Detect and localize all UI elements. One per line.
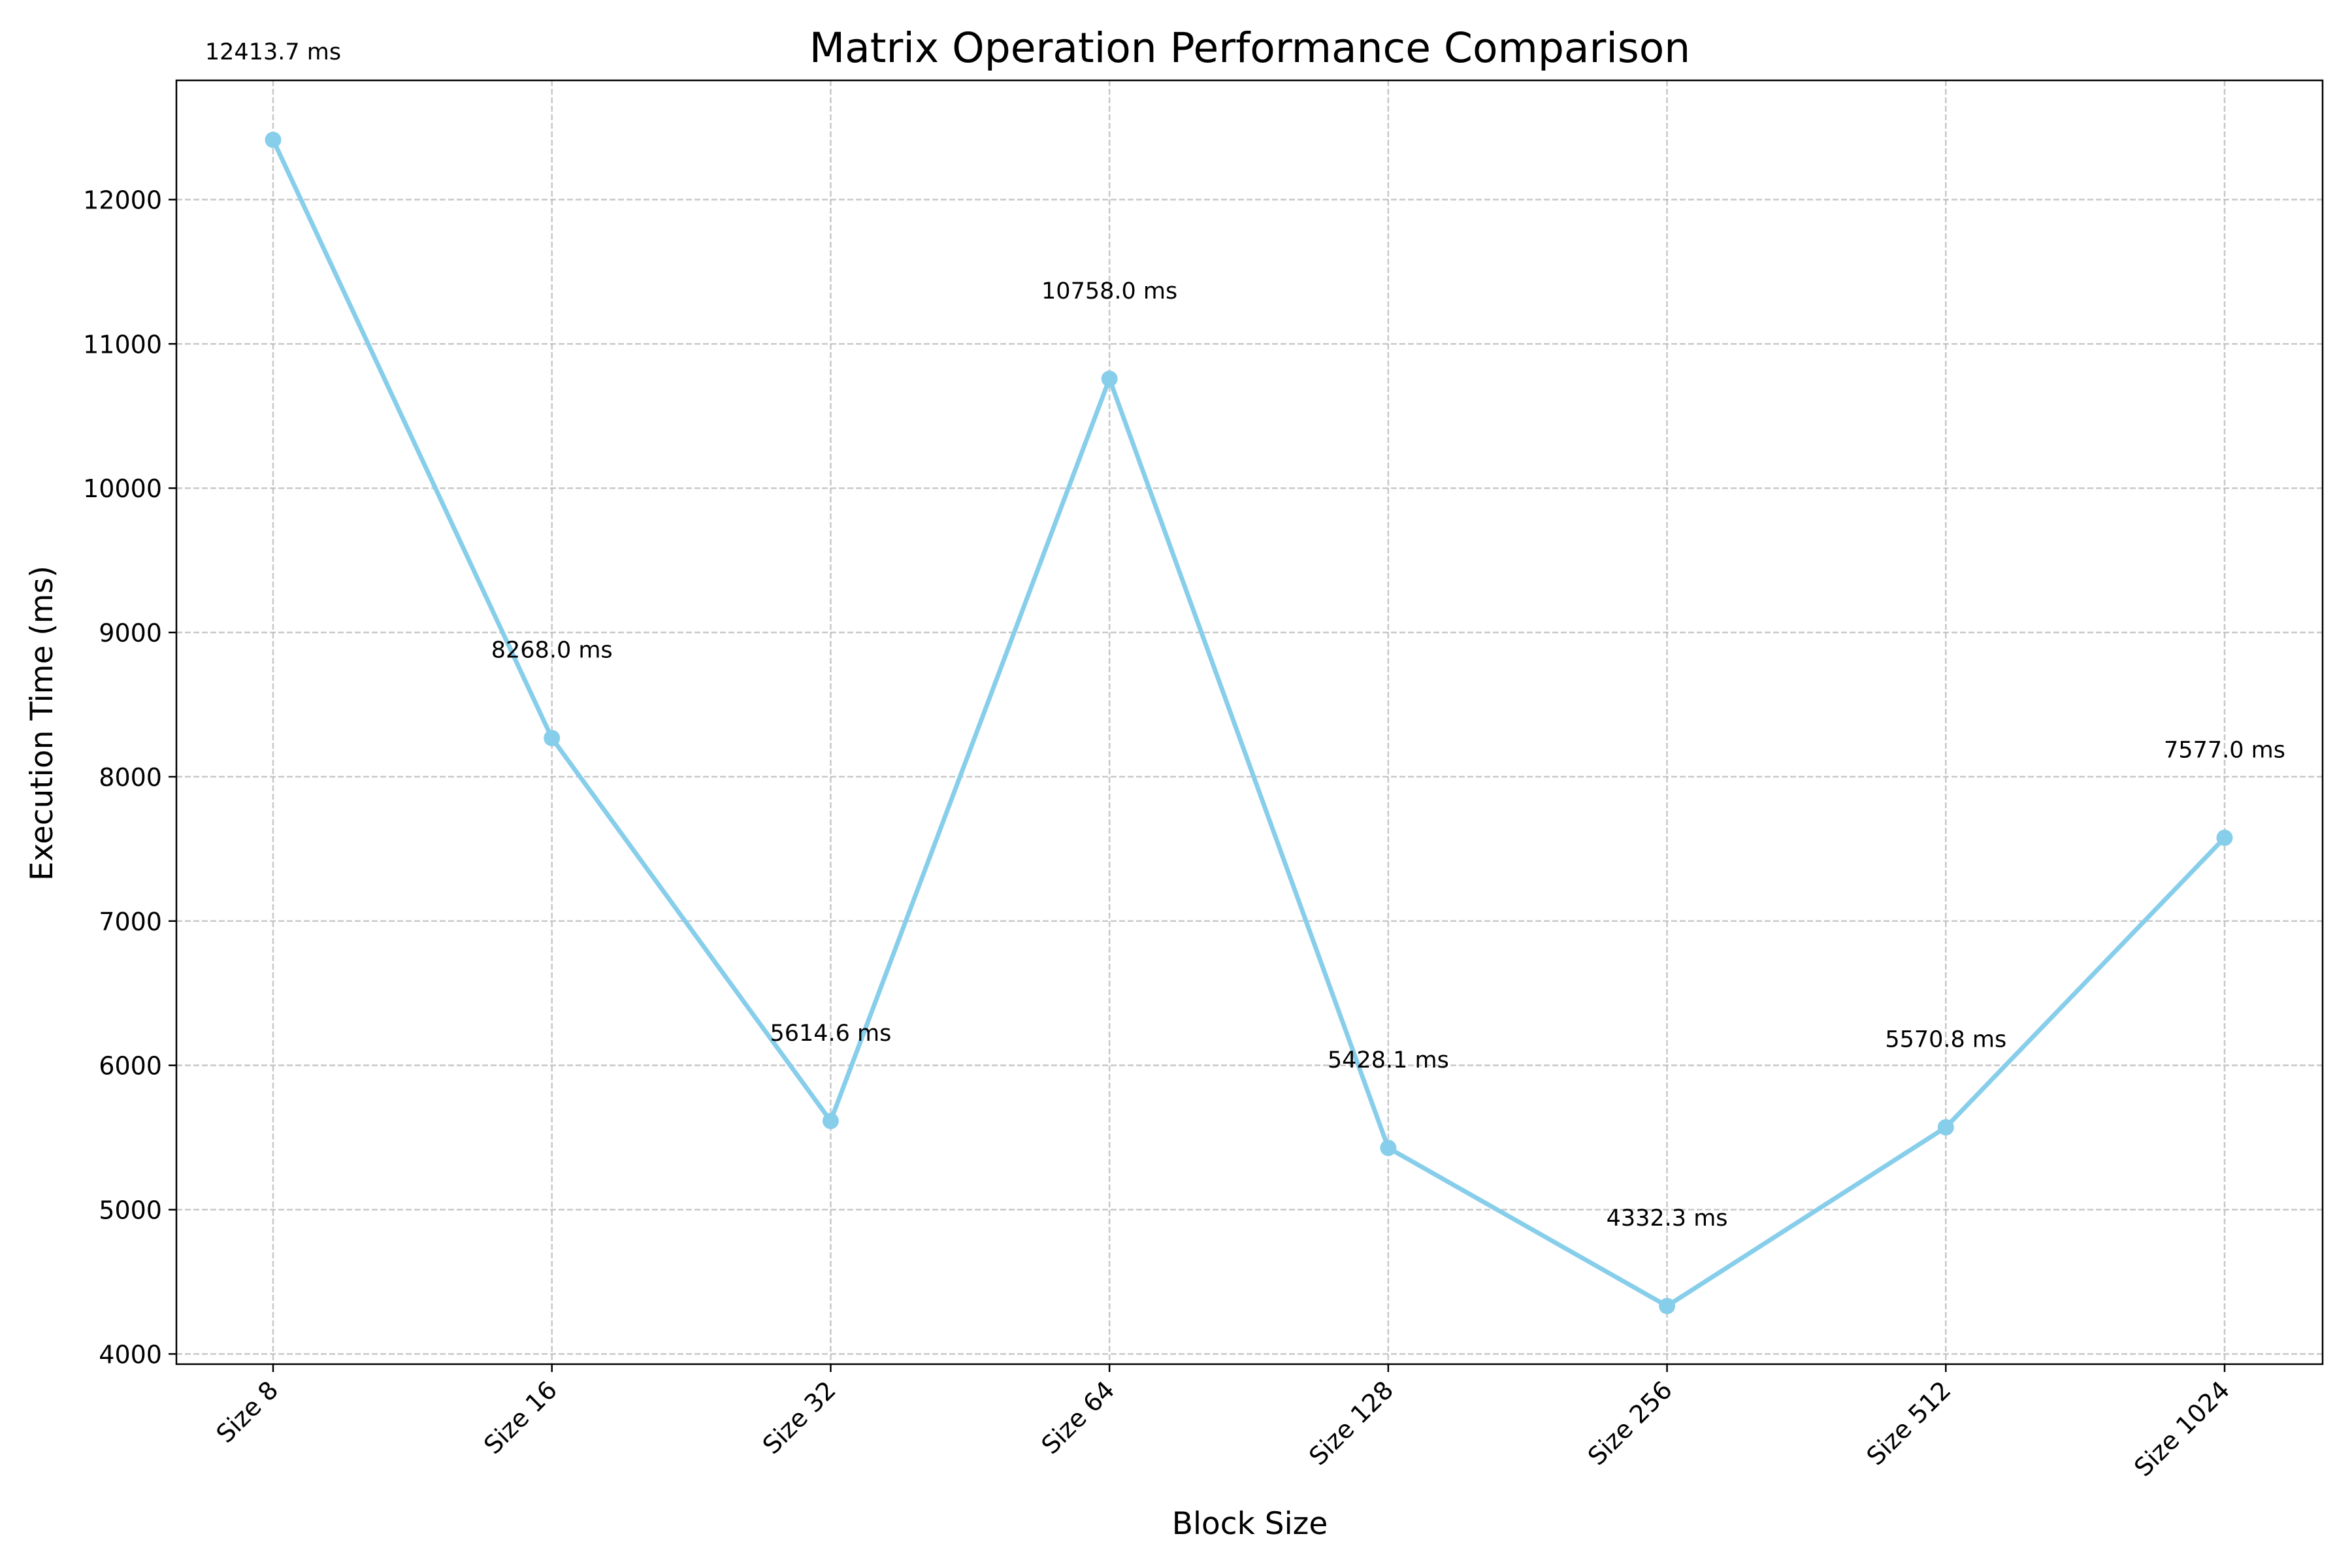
data-label: 7577.0 ms: [2164, 737, 2285, 763]
data-point-marker: [2216, 829, 2233, 846]
y-tick-label: 12000: [83, 186, 162, 214]
y-tick-label: 10000: [83, 474, 162, 503]
data-point-marker: [544, 730, 561, 747]
plot-frame: [175, 79, 2324, 1365]
y-tick-label: 4000: [99, 1340, 162, 1369]
data-point-marker: [1101, 370, 1118, 387]
data-point-marker: [1659, 1298, 1676, 1315]
data-point-marker: [822, 1113, 839, 1130]
chart-title: Matrix Operation Performance Comparison: [809, 24, 1690, 72]
y-tick-label: 5000: [99, 1196, 162, 1225]
series-line: [270, 139, 2227, 1309]
y-tick-label: 8000: [99, 763, 162, 792]
data-labels: 12413.7 ms 8268.0 ms 5614.6 ms 10758.0 ms 54…: [205, 39, 2285, 1232]
y-tick-label: 11000: [83, 330, 162, 359]
y-tick-label: 9000: [99, 619, 162, 647]
grid-lines: [176, 80, 2323, 1364]
series-layer: [265, 131, 2233, 1315]
data-label: 5570.8 ms: [1885, 1026, 2006, 1053]
y-tick-label: 6000: [99, 1052, 162, 1081]
data-label: 4332.3 ms: [1607, 1205, 1728, 1232]
x-axis-label: Block Size: [1172, 1506, 1328, 1542]
data-label: 12413.7 ms: [205, 39, 341, 65]
y-tick-label: 7000: [99, 907, 162, 936]
data-label: 5614.6 ms: [770, 1021, 891, 1047]
data-point-marker: [265, 131, 282, 148]
data-point-marker: [1380, 1139, 1397, 1156]
data-label: 8268.0 ms: [491, 638, 613, 664]
data-label: 5428.1 ms: [1328, 1047, 1449, 1073]
y-axis-label: Execution Time (ms): [24, 566, 60, 881]
data-label: 10758.0 ms: [1041, 278, 1177, 304]
data-point-marker: [1937, 1119, 1954, 1135]
